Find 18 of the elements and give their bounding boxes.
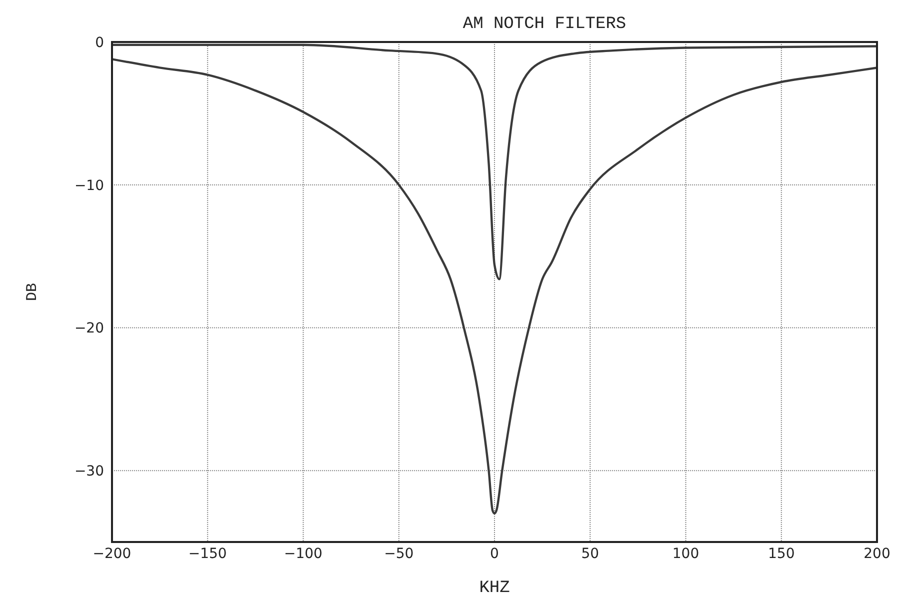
y-tick-label: 0 bbox=[95, 35, 104, 51]
y-tick-label: −10 bbox=[74, 178, 104, 194]
x-tick-label: −150 bbox=[188, 546, 227, 562]
x-tick-label: −50 bbox=[384, 546, 414, 562]
x-axis-title: KHZ bbox=[479, 579, 510, 598]
y-tick-label: −20 bbox=[74, 320, 104, 337]
x-tick-label: 50 bbox=[581, 546, 600, 562]
y-axis-title: DB bbox=[24, 282, 41, 302]
x-tick-label: 0 bbox=[490, 546, 499, 562]
x-tick-label: 150 bbox=[768, 546, 795, 562]
x-tick-label: 100 bbox=[672, 546, 700, 562]
chart-title: AM NOTCH FILTERS bbox=[462, 15, 626, 34]
x-tick-label: −100 bbox=[284, 546, 322, 562]
line-series bbox=[112, 58, 877, 515]
line-series bbox=[112, 44, 877, 280]
x-tick-label: −200 bbox=[92, 546, 132, 562]
y-tick-label: −30 bbox=[74, 464, 104, 480]
x-tick-label: 200 bbox=[864, 546, 890, 562]
